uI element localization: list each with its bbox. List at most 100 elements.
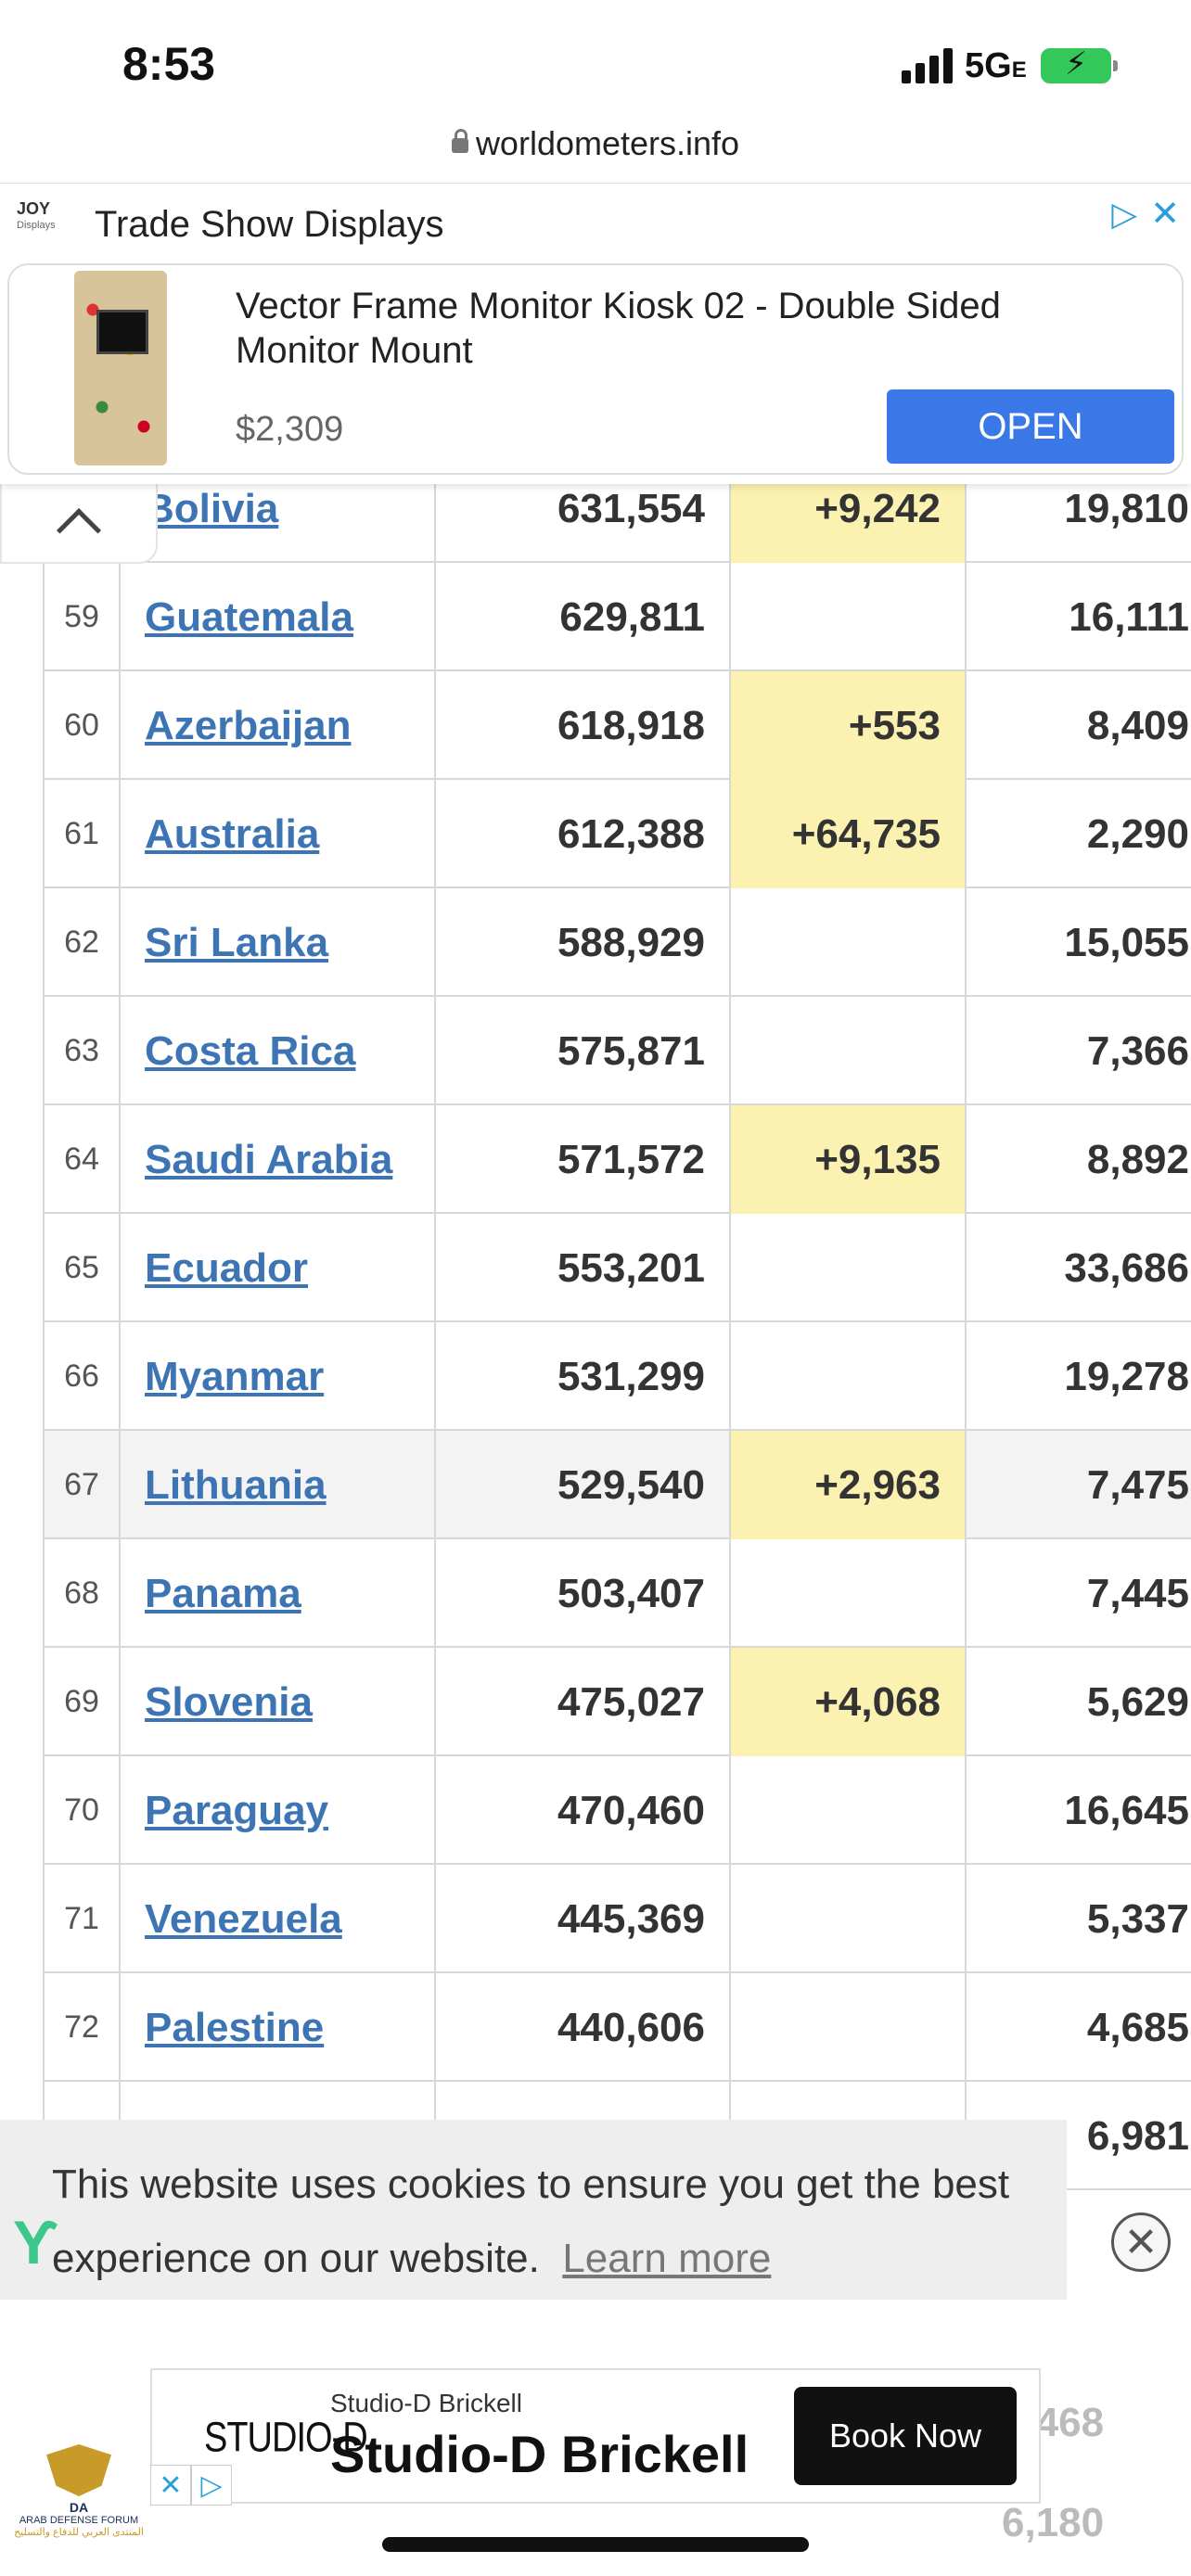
total-deaths-cell: 19,810 xyxy=(965,454,1191,563)
country-link[interactable]: Lithuania xyxy=(119,1431,434,1539)
country-link[interactable]: Azerbaijan xyxy=(119,671,434,780)
open-button[interactable]: OPEN xyxy=(887,389,1174,464)
ad-price: $2,309 xyxy=(236,410,344,449)
table-row: 71 Venezuela 445,369 5,337 xyxy=(43,1865,1191,1973)
total-deaths-cell: 7,475 xyxy=(965,1431,1191,1539)
close-icon[interactable]: ✕ xyxy=(150,2465,191,2506)
home-indicator[interactable] xyxy=(382,2537,809,2552)
new-cases-cell xyxy=(729,1214,965,1322)
country-link[interactable]: Saudi Arabia xyxy=(119,1105,434,1214)
country-link[interactable]: Sri Lanka xyxy=(119,888,434,997)
advertiser-logo: JOY Displays xyxy=(17,199,56,231)
chevron-up-icon xyxy=(56,507,102,554)
ad-headline: Studio-D Brickell xyxy=(330,2425,749,2483)
total-cases-cell: 629,811 xyxy=(434,563,729,671)
new-cases-cell xyxy=(729,1865,965,1973)
country-link[interactable]: Costa Rica xyxy=(119,997,434,1105)
new-cases-cell: +4,068 xyxy=(729,1648,965,1756)
table-row: 68 Panama 503,407 7,445 xyxy=(43,1539,1191,1648)
rank-cell: 61 xyxy=(43,780,119,888)
total-cases-cell: 553,201 xyxy=(434,1214,729,1322)
status-bar: 8:53 5GE ⚡ xyxy=(0,0,1191,121)
country-link[interactable]: Ecuador xyxy=(119,1214,434,1322)
total-cases-cell: 588,929 xyxy=(434,888,729,997)
lock-icon xyxy=(451,129,468,154)
total-deaths-cell: 19,278 xyxy=(965,1322,1191,1431)
ad-choices-icon[interactable]: ▷ xyxy=(1111,195,1137,233)
country-link[interactable]: Venezuela xyxy=(119,1865,434,1973)
cookie-banner: This website uses cookies to ensure you … xyxy=(0,2120,1067,2300)
total-deaths-cell: 8,892 xyxy=(965,1105,1191,1214)
ad-banner-bottom[interactable]: STUDIO-D Studio-D Brickell Studio-D Bric… xyxy=(150,2368,1041,2504)
total-deaths-cell: 15,055 xyxy=(965,888,1191,997)
rank-cell: 72 xyxy=(43,1973,119,2082)
table-row: 72 Palestine 440,606 4,685 xyxy=(43,1973,1191,2082)
rank-cell: 71 xyxy=(43,1865,119,1973)
country-link[interactable]: Myanmar xyxy=(119,1322,434,1431)
table-row: 64 Saudi Arabia 571,572 +9,135 8,892 xyxy=(43,1105,1191,1214)
signal-icon xyxy=(902,48,953,83)
country-link[interactable]: Guatemala xyxy=(119,563,434,671)
table-row: 62 Sri Lanka 588,929 15,055 xyxy=(43,888,1191,997)
close-icon[interactable]: ✕ xyxy=(1111,2213,1171,2272)
new-cases-cell xyxy=(729,1539,965,1648)
network-type: 5GE xyxy=(965,46,1027,85)
total-cases-cell: 445,369 xyxy=(434,1865,729,1973)
rank-cell: 62 xyxy=(43,888,119,997)
total-deaths-cell: 4,685 xyxy=(965,1973,1191,2082)
total-deaths-cell: 16,645 xyxy=(965,1756,1191,1865)
close-icon[interactable]: ✕ xyxy=(1150,195,1180,234)
rank-cell: 68 xyxy=(43,1539,119,1648)
cookie-text: This website uses cookies to ensure you … xyxy=(52,2162,1010,2281)
table-row: 67 Lithuania 529,540 +2,963 7,475 xyxy=(43,1431,1191,1539)
total-deaths-cell: 7,366 xyxy=(965,997,1191,1105)
url-bar[interactable]: worldometers.info xyxy=(0,109,1191,184)
new-cases-cell: +9,135 xyxy=(729,1105,965,1214)
watermark-logo: DA ARAB DEFENSE FORUM المنتدى العربي للد… xyxy=(9,2444,148,2574)
ad-card[interactable]: Vector Frame Monitor Kiosk 02 - Double S… xyxy=(7,263,1184,475)
rank-cell: 70 xyxy=(43,1756,119,1865)
table-row: 63 Costa Rica 575,871 7,366 xyxy=(43,997,1191,1105)
table-row: 61 Australia 612,388 +64,735 2,290 xyxy=(43,780,1191,888)
table-row: 66 Myanmar 531,299 19,278 xyxy=(43,1322,1191,1431)
ad-controls[interactable]: ✕ ▷ xyxy=(150,2465,237,2506)
table-row: 69 Slovenia 475,027 +4,068 5,629 xyxy=(43,1648,1191,1756)
new-cases-cell: +64,735 xyxy=(729,780,965,888)
app-logo-icon[interactable]: Ƴ xyxy=(13,2208,60,2276)
ad-advertiser: Studio-D Brickell xyxy=(330,2389,522,2417)
total-deaths-cell: 16,111 xyxy=(965,563,1191,671)
scroll-to-top-button[interactable] xyxy=(0,482,158,564)
new-cases-cell xyxy=(729,1756,965,1865)
total-deaths-cell: 8,409 xyxy=(965,671,1191,780)
learn-more-link[interactable]: Learn more xyxy=(562,2236,772,2281)
ad-banner-top[interactable]: JOY Displays Trade Show Displays ▷ ✕ Vec… xyxy=(0,185,1191,484)
total-cases-cell: 529,540 xyxy=(434,1431,729,1539)
rank-cell: 59 xyxy=(43,563,119,671)
book-now-button[interactable]: Book Now xyxy=(794,2387,1017,2485)
total-deaths-cell: 7,445 xyxy=(965,1539,1191,1648)
new-cases-cell: +2,963 xyxy=(729,1431,965,1539)
new-cases-cell xyxy=(729,1973,965,2082)
country-link[interactable]: Palestine xyxy=(119,1973,434,2082)
country-link[interactable]: Slovenia xyxy=(119,1648,434,1756)
total-cases-cell: 618,918 xyxy=(434,671,729,780)
total-cases-cell: 531,299 xyxy=(434,1322,729,1431)
total-deaths-cell: 2,290 xyxy=(965,780,1191,888)
countries-table: Bolivia 631,554 +9,242 19,810 59 Guatemala 629… xyxy=(43,454,1191,2190)
country-link[interactable]: Australia xyxy=(119,780,434,888)
total-cases-cell: 631,554 xyxy=(434,454,729,563)
total-deaths-cell: 5,629 xyxy=(965,1648,1191,1756)
rank-cell: 65 xyxy=(43,1214,119,1322)
table-row: 60 Azerbaijan 618,918 +553 8,409 xyxy=(43,671,1191,780)
status-time: 8:53 xyxy=(122,38,216,90)
ad-choices-icon[interactable]: ▷ xyxy=(191,2465,232,2506)
new-cases-cell: +553 xyxy=(729,671,965,780)
country-link[interactable]: Paraguay xyxy=(119,1756,434,1865)
total-cases-cell: 575,871 xyxy=(434,997,729,1105)
studio-logo: STUDIO-D xyxy=(204,2414,368,2462)
rank-cell: 66 xyxy=(43,1322,119,1431)
new-cases-cell xyxy=(729,1322,965,1431)
ad-title: Trade Show Displays xyxy=(95,204,444,245)
rank-cell: 69 xyxy=(43,1648,119,1756)
country-link[interactable]: Panama xyxy=(119,1539,434,1648)
